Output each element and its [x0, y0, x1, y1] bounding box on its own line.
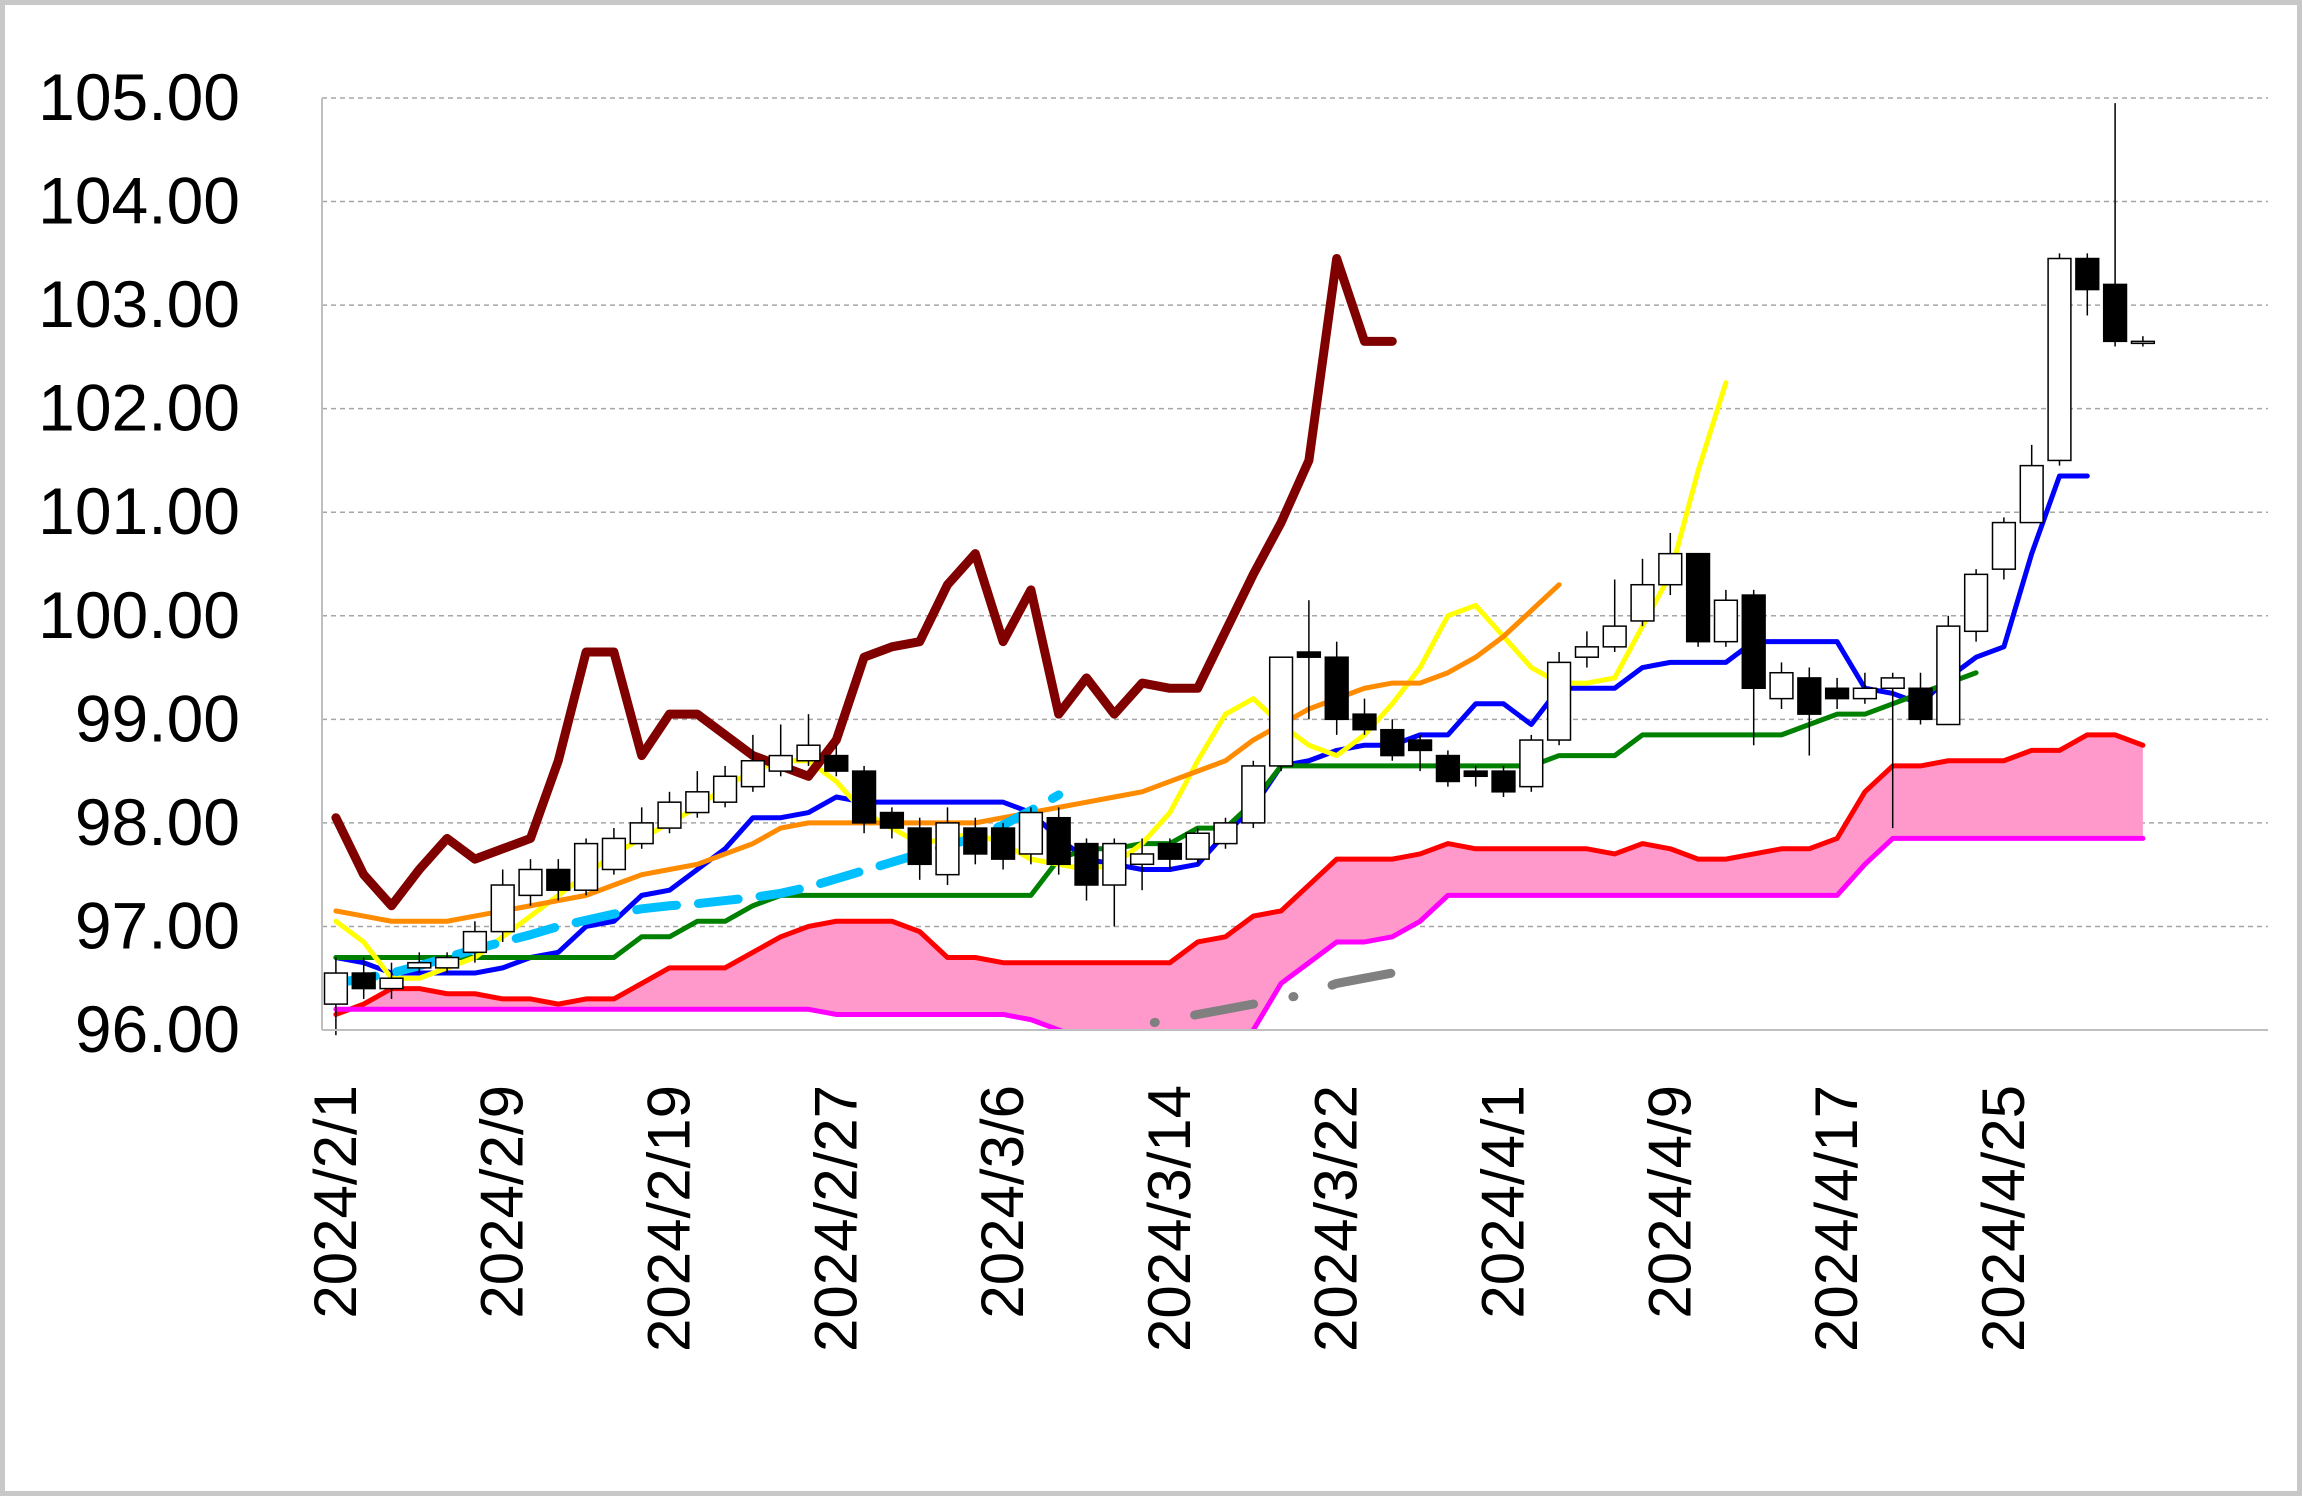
candle-body: [1352, 713, 1377, 731]
candle-body: [1129, 853, 1155, 866]
candle-body: [2130, 340, 2156, 345]
candle-body: [1241, 765, 1266, 824]
candle-body: [490, 884, 515, 933]
x-tick-label: 2024/3/6: [969, 1085, 1036, 1319]
candle-body: [1630, 583, 1655, 622]
candle-body: [379, 977, 404, 990]
candle-body: [1463, 770, 1488, 778]
x-tick-label: 2024/4/25: [1970, 1085, 2037, 1352]
y-tick-label: 102.00: [38, 371, 240, 445]
cloud-area: [335, 734, 2143, 1030]
y-tick-label: 105.00: [38, 60, 240, 134]
candlestick-chart: 96.00 97.00 98.00 99.00 100.00 101.00 102.00 10…: [38, 60, 2268, 1352]
candle-body: [407, 961, 432, 969]
candle-body: [685, 791, 710, 814]
candle-body: [1963, 573, 1989, 633]
candle-body: [1769, 671, 1794, 700]
candle-body: [1741, 594, 1766, 690]
y-tick-label: 101.00: [38, 474, 240, 548]
candle-body: [1074, 842, 1099, 886]
candle-body: [1658, 552, 1683, 586]
candle-body: [2047, 257, 2072, 462]
candle-body: [2075, 257, 2100, 291]
indicator-line: [333, 670, 1979, 961]
y-tick-label: 99.00: [75, 681, 240, 755]
candles: [323, 103, 2156, 1036]
candle-body: [1407, 739, 1433, 752]
y-tick-label: 100.00: [38, 578, 240, 652]
candle-body: [1268, 656, 1294, 767]
indicator-line: [333, 835, 2146, 1030]
candle-body: [518, 868, 543, 897]
candle-body: [323, 972, 349, 1005]
candle-body: [712, 775, 738, 803]
candle-body: [1324, 656, 1349, 721]
candle-body: [546, 868, 571, 891]
candle-body: [1491, 770, 1516, 793]
x-tick-label: 2024/2/19: [636, 1085, 703, 1352]
candle-body: [1185, 832, 1210, 860]
candle-body: [935, 822, 960, 876]
candle-body: [434, 956, 460, 969]
indicator-line: [333, 732, 2146, 1017]
candle-body: [1574, 646, 1600, 658]
candle-body: [796, 744, 821, 762]
candle-body: [1435, 754, 1461, 783]
candle-body: [1213, 822, 1238, 845]
x-tick-label: 2024/2/9: [469, 1085, 536, 1319]
y-tick-label: 104.00: [38, 164, 240, 238]
candle-body: [1018, 811, 1044, 855]
candle-body: [1936, 625, 1961, 726]
x-tick-label: 2024/3/14: [1136, 1085, 1203, 1352]
candle-body: [601, 837, 627, 871]
candle-body: [1991, 521, 2017, 570]
candle-body: [1519, 739, 1544, 788]
candle-body: [1602, 625, 1627, 648]
candle-body: [1296, 651, 1322, 658]
candle-body: [2102, 283, 2128, 343]
x-tick-label: 2024/2/1: [302, 1085, 369, 1319]
y-tick-label: 96.00: [75, 992, 240, 1066]
x-tick-label: 2024/4/17: [1803, 1085, 1870, 1352]
x-tick-label: 2024/4/1: [1470, 1085, 1537, 1319]
candle-body: [963, 827, 988, 855]
candle-body: [851, 770, 877, 824]
y-tick-label: 98.00: [75, 785, 240, 859]
candle-body: [1685, 552, 1711, 643]
y-tick-label: 103.00: [38, 267, 240, 341]
candle-body: [629, 822, 654, 845]
candle-body: [768, 754, 793, 772]
x-tick-label: 2024/3/22: [1303, 1085, 1370, 1352]
ichimoku-cloud: [335, 734, 2143, 1030]
candle-body: [1102, 842, 1127, 886]
indicator-line: [1115, 963, 1425, 1030]
indicator-line: [333, 473, 2090, 976]
candle-body: [990, 827, 1016, 860]
candle-body: [879, 811, 905, 829]
x-tick-label: 2024/2/27: [802, 1085, 869, 1352]
candle-body: [1380, 728, 1405, 757]
candle-body: [1908, 687, 1933, 721]
candle-body: [1880, 677, 1905, 690]
x-tick-label: 2024/4/9: [1636, 1085, 1703, 1319]
indicator-line: [331, 254, 1397, 911]
candle-body: [1713, 599, 1739, 643]
candle-body: [351, 972, 376, 990]
candle-body: [1046, 816, 1071, 866]
axes: 96.00 97.00 98.00 99.00 100.00 101.00 102.00 10…: [38, 60, 2268, 1352]
candle-body: [462, 930, 488, 954]
candle-body: [1852, 687, 1878, 700]
candle-body: [824, 754, 849, 772]
y-tick-label: 97.00: [75, 888, 240, 962]
candle-body: [1157, 842, 1183, 860]
candle-body: [1824, 687, 1850, 700]
candle-body: [740, 760, 766, 788]
candle-body: [907, 827, 932, 866]
candle-body: [1797, 677, 1822, 715]
candle-body: [1546, 661, 1572, 741]
candle-body: [2019, 464, 2044, 524]
candle-body: [573, 842, 599, 891]
candle-body: [657, 801, 682, 829]
